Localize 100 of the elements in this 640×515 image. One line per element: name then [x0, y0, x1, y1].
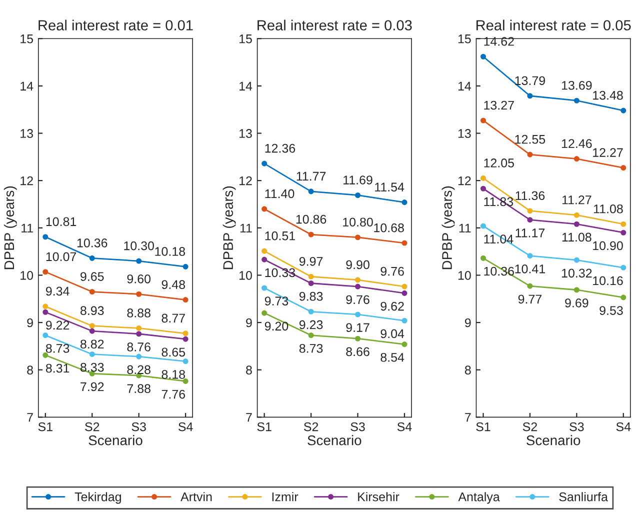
data-label: 9.62	[380, 302, 404, 311]
data-label: 9.34	[46, 286, 70, 296]
chart-title: Real interest rate = 0.05	[476, 20, 631, 30]
point	[308, 274, 314, 280]
data-label: 9.97	[299, 256, 323, 266]
y-axis-title: DPBP (years)	[222, 186, 236, 270]
data-label: 9.69	[565, 298, 588, 308]
point	[89, 323, 95, 329]
point	[574, 156, 580, 162]
x-axis-title: Scenario	[526, 435, 580, 446]
point	[527, 217, 533, 223]
point	[574, 257, 580, 263]
point	[620, 221, 626, 227]
x-tick-label: S4	[397, 422, 412, 432]
point	[42, 304, 48, 310]
data-label: 10.51	[265, 231, 295, 240]
legend-label: Izmir	[272, 492, 298, 502]
point	[262, 160, 268, 166]
data-label: 10.30	[124, 241, 154, 250]
data-label: 11.08	[594, 204, 623, 214]
point	[480, 175, 486, 181]
data-label: 10.81	[46, 217, 76, 226]
point	[574, 221, 580, 227]
point	[354, 336, 361, 342]
point	[308, 232, 314, 238]
data-label: 11.17	[516, 228, 545, 238]
data-label: 10.68	[374, 223, 404, 232]
y-tick-label: 15	[458, 34, 471, 44]
point	[574, 287, 580, 293]
point	[308, 188, 314, 194]
y-tick-label: 9	[465, 318, 471, 328]
data-label: 10.36	[77, 238, 108, 248]
y-tick-label: 9	[246, 318, 252, 328]
data-label: 10.41	[515, 264, 545, 274]
data-label: 9.04	[380, 329, 404, 338]
data-label: 8.65	[162, 348, 186, 357]
point	[620, 165, 626, 171]
point	[42, 309, 48, 315]
point	[402, 200, 408, 206]
point	[402, 342, 408, 348]
y-tick-label: 7	[27, 413, 33, 422]
data-label: 9.76	[346, 295, 370, 304]
legend-label: Tekirdag	[74, 492, 121, 504]
data-label: 8.88	[127, 308, 150, 318]
point	[136, 325, 142, 331]
data-label: 9.23	[299, 320, 323, 330]
data-label: 9.73	[264, 296, 288, 306]
data-label: 9.76	[380, 266, 404, 276]
point	[354, 192, 361, 198]
point	[262, 248, 268, 254]
y-tick-label: 10	[458, 271, 471, 280]
y-tick-label: 7	[465, 413, 471, 422]
y-tick-label: 10	[240, 271, 252, 280]
point	[42, 352, 48, 358]
data-label: 9.48	[162, 280, 186, 290]
point	[402, 284, 408, 290]
point	[574, 98, 580, 104]
y-tick-label: 9	[27, 318, 33, 328]
y-tick-label: 13	[20, 129, 33, 138]
data-label: 11.54	[375, 182, 404, 192]
legend-label: Kirsehir	[358, 492, 400, 502]
y-tick-label: 14	[20, 82, 34, 90]
y-tick-label: 12	[240, 176, 252, 186]
legend-label: Antalya	[458, 492, 500, 504]
y-tick-label: 12	[458, 176, 471, 186]
point	[182, 264, 188, 270]
data-label: 8.28	[127, 365, 150, 374]
data-label: 13.48	[593, 90, 623, 100]
point	[480, 255, 486, 261]
point	[480, 54, 486, 60]
x-tick-label: S3	[132, 422, 146, 432]
data-label: 13.27	[484, 100, 514, 110]
point	[136, 354, 142, 360]
point	[182, 336, 188, 342]
point	[354, 277, 361, 283]
chart-title: Real interest rate = 0.03	[258, 20, 412, 30]
data-label: 8.77	[162, 314, 185, 323]
data-label: 9.22	[46, 320, 70, 330]
data-label: 8.93	[80, 306, 104, 316]
point	[136, 291, 142, 297]
legend-label: Sanliurfa	[559, 492, 608, 502]
data-label: 11.40	[265, 189, 294, 198]
data-label: 9.20	[264, 322, 288, 331]
data-label: 10.16	[593, 276, 623, 286]
point	[42, 269, 48, 275]
data-label: 10.18	[155, 247, 186, 256]
point	[527, 152, 533, 158]
point	[308, 280, 314, 286]
data-label: 8.73	[299, 344, 323, 353]
point	[182, 330, 188, 336]
data-label: 11.27	[562, 195, 592, 204]
point	[262, 285, 268, 291]
data-label: 8.54	[380, 352, 404, 362]
x-tick-label: S4	[178, 422, 193, 432]
y-tick-label: 11	[22, 224, 33, 232]
data-label: 13.69	[562, 80, 592, 90]
point	[527, 93, 533, 99]
point	[620, 108, 626, 114]
point	[354, 284, 361, 290]
data-label: 10.90	[593, 241, 623, 250]
